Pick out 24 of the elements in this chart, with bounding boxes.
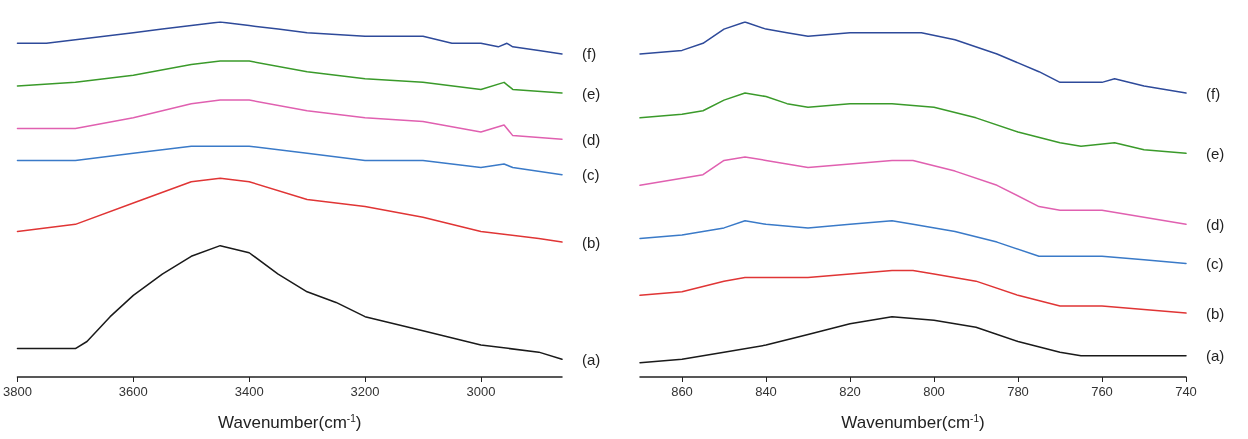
x-tick-label: 3600 <box>118 384 148 399</box>
series-label: (d) <box>582 130 601 148</box>
series-label: (a) <box>582 350 601 368</box>
series-label: (d) <box>1206 215 1225 233</box>
x-tick-label: 820 <box>839 384 861 399</box>
x-tick-label: 3200 <box>350 384 380 399</box>
series-label: (e) <box>1206 144 1225 162</box>
x-tick-label: 3800 <box>3 384 32 399</box>
series-label: (b) <box>582 233 601 251</box>
series-label: (b) <box>1206 304 1225 322</box>
series-label: (f) <box>582 45 597 63</box>
x-tick-label: 780 <box>1007 384 1029 399</box>
series-label: (e) <box>582 84 601 102</box>
x-tick-label: 760 <box>1091 384 1113 399</box>
x-tick-label: 840 <box>755 384 777 399</box>
x-tick-label: 3400 <box>234 384 264 399</box>
x-tick-label: 740 <box>1175 384 1197 399</box>
series-label: (a) <box>1206 347 1225 365</box>
x-tick-label: 860 <box>671 384 693 399</box>
series-label: (f) <box>1206 84 1221 102</box>
x-tick-label: 800 <box>923 384 945 399</box>
series-label: (c) <box>582 166 600 184</box>
series-label: (c) <box>1206 254 1224 272</box>
x-tick-label: 3000 <box>466 384 496 399</box>
